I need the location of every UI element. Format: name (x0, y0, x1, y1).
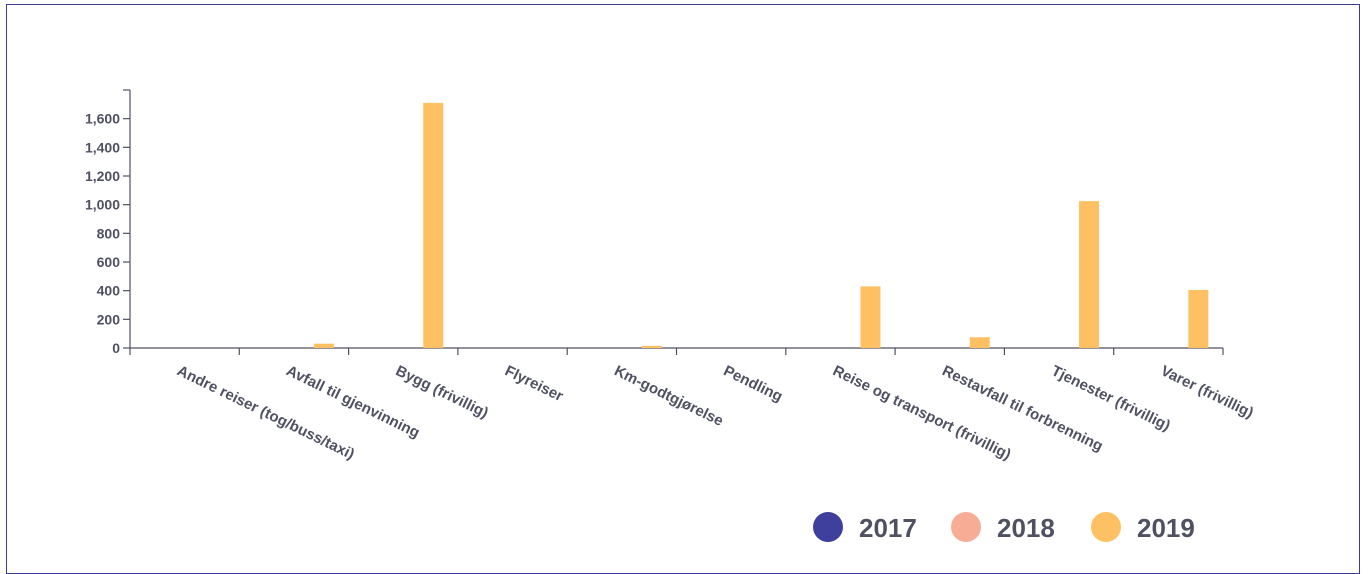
y-tick-label: 0 (112, 340, 120, 356)
x-category-label: Pendling (721, 362, 785, 405)
bar-2019-8 (1079, 201, 1100, 348)
bar-2019-1 (313, 343, 334, 348)
legend-label-2019: 2019 (1137, 513, 1195, 543)
y-axis: 0 200 400 600 800 1,000 1,200 1,400 1,600 (85, 89, 131, 356)
chart-frame (6, 4, 1360, 574)
bar-2019-9 (1188, 289, 1209, 348)
y-tick-label: 200 (97, 311, 121, 327)
legend-marker-2019 (1091, 512, 1121, 542)
legend-label-2017: 2017 (859, 513, 917, 543)
y-tick-label: 400 (97, 283, 121, 299)
x-category-label: Km-godtgjørelse (611, 362, 726, 430)
bar-2019-4 (641, 345, 662, 348)
x-category-label: Bygg (frivillig) (393, 362, 491, 421)
legend-marker-2018 (951, 512, 981, 542)
bars (313, 102, 1209, 349)
bar-2019-6 (860, 286, 881, 348)
bar-2019-7 (969, 337, 990, 348)
x-category-label: Reise og transport (frivillig) (830, 362, 1013, 463)
x-axis: Andre reiser (tog/buss/taxi)Avfall til g… (129, 347, 1256, 463)
legend: 2017 2018 2019 (813, 512, 1195, 543)
y-tick-label: 1,000 (85, 197, 120, 213)
x-category-label: Flyreiser (502, 362, 566, 405)
x-category-label: Varer (frivillig) (1158, 362, 1256, 422)
legend-label-2018: 2018 (997, 513, 1055, 543)
bar-2019-2 (423, 102, 444, 349)
y-tick-label: 1,400 (85, 139, 120, 155)
x-category-label: Andre reiser (tog/buss/taxi) (174, 362, 357, 463)
y-tick-label: 1,200 (85, 168, 120, 184)
y-tick-label: 1,600 (85, 111, 120, 127)
bar-chart: 0 200 400 600 800 1,000 1,200 1,400 1,600 Andre … (85, 89, 1256, 543)
y-tick-label: 800 (97, 225, 121, 241)
y-tick-label: 600 (97, 254, 121, 270)
legend-marker-2017 (813, 512, 843, 542)
